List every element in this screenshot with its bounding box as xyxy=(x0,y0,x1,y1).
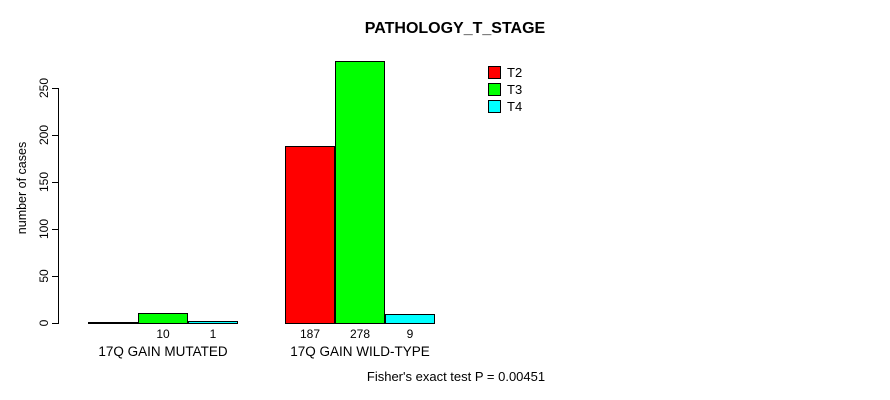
legend-swatch xyxy=(488,100,501,113)
bar-value-label: 187 xyxy=(299,327,321,341)
y-tick-label: 200 xyxy=(37,124,51,146)
bar xyxy=(285,146,335,324)
legend-label: T2 xyxy=(507,65,523,80)
bar-value-label: 9 xyxy=(406,327,414,341)
y-tick-label: 250 xyxy=(37,77,51,99)
group-label: 17Q GAIN MUTATED xyxy=(98,344,228,359)
legend-swatch xyxy=(488,66,501,79)
y-tick-label: 150 xyxy=(37,171,51,193)
y-tick-label: 50 xyxy=(37,269,51,283)
bar xyxy=(335,61,385,324)
y-tick xyxy=(52,135,58,136)
bar-value-label: 10 xyxy=(156,327,170,341)
legend-swatch xyxy=(488,83,501,96)
bar xyxy=(88,322,138,324)
y-tick xyxy=(52,182,58,183)
fisher-test-annotation: Fisher's exact test P = 0.00451 xyxy=(366,369,546,384)
group-label: 17Q GAIN WILD-TYPE xyxy=(290,344,430,359)
y-axis-label: number of cases xyxy=(15,141,29,235)
y-tick xyxy=(52,88,58,89)
y-tick-label: 100 xyxy=(37,218,51,240)
bar xyxy=(385,314,435,324)
y-tick xyxy=(52,229,58,230)
bar xyxy=(188,321,238,324)
legend-label: T3 xyxy=(507,82,523,97)
y-tick xyxy=(52,323,58,324)
bar-value-label: 1 xyxy=(209,327,217,341)
y-axis-line xyxy=(58,88,59,324)
bar-value-label: 278 xyxy=(349,327,371,341)
chart-title: PATHOLOGY_T_STAGE xyxy=(364,20,546,37)
legend-label: T4 xyxy=(507,99,523,114)
y-tick xyxy=(52,276,58,277)
y-tick-label: 0 xyxy=(37,319,51,327)
bar xyxy=(138,313,188,324)
